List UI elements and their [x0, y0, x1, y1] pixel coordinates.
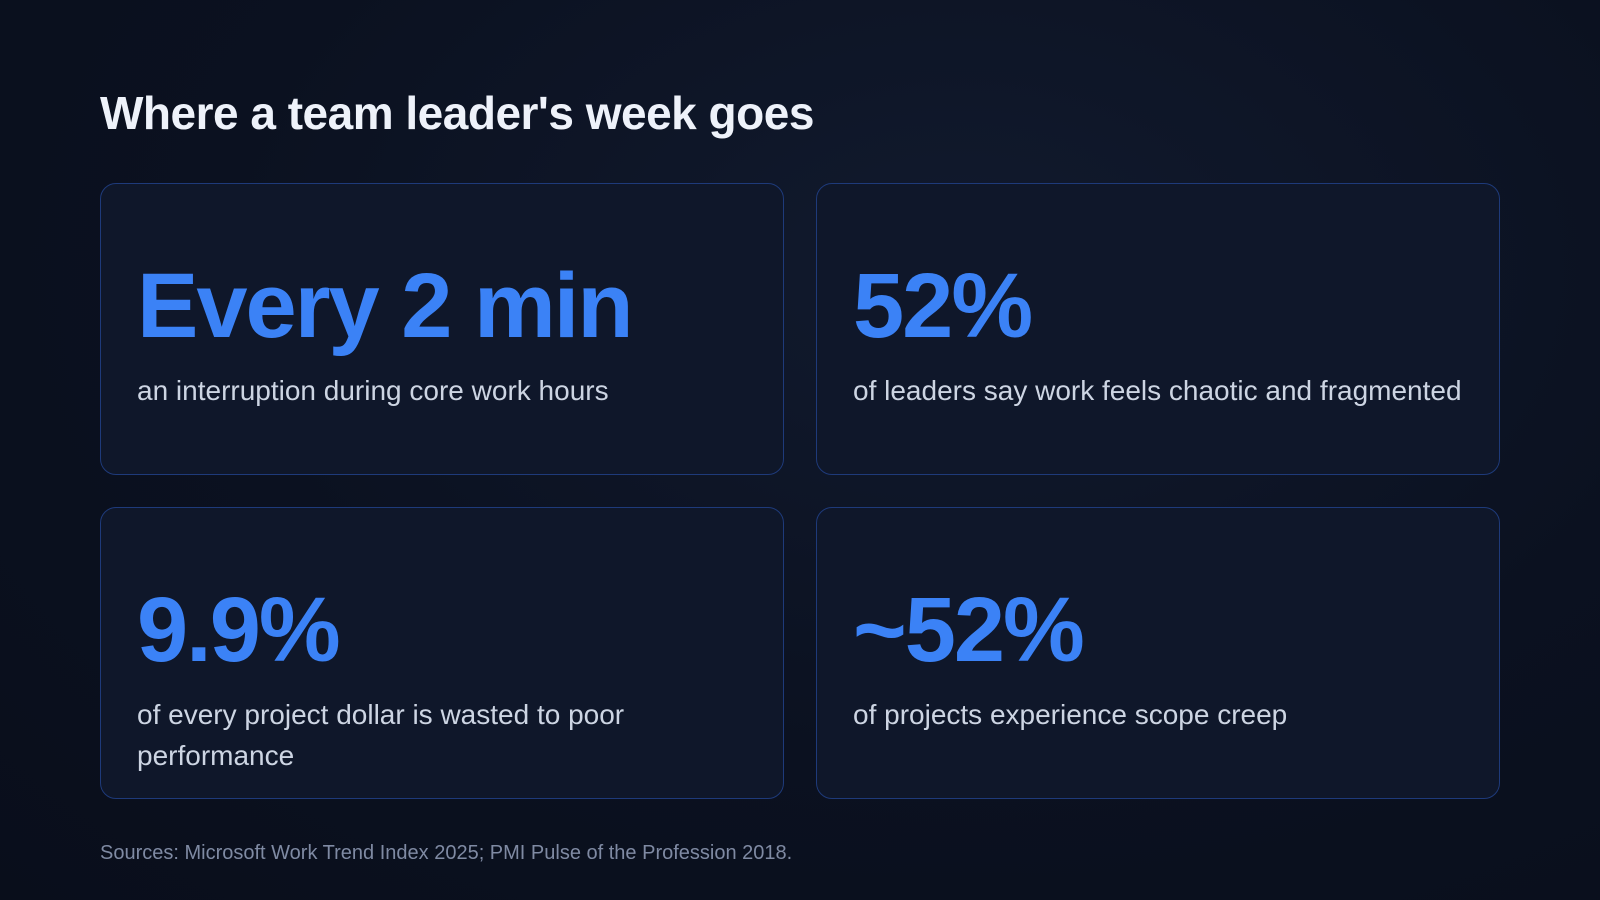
- stats-grid: Every 2 min an interruption during core …: [100, 183, 1500, 799]
- stat-description: of projects experience scope creep: [853, 699, 1288, 730]
- stat-value: 9.9%: [137, 579, 341, 681]
- stat-description: of every project dollar is wasted to poo…: [137, 699, 625, 771]
- sources-footnote: Sources: Microsoft Work Trend Index 2025…: [100, 842, 793, 864]
- stat-card-scope-creep: ~52% of projects experience scope creep: [816, 507, 1500, 799]
- stat-value: ~52%: [853, 579, 1085, 681]
- stat-card-chaotic-work: 52% of leaders say work feels chaotic an…: [816, 183, 1500, 475]
- stat-value: 52%: [853, 255, 1033, 357]
- stat-card-interruptions: Every 2 min an interruption during core …: [100, 183, 784, 475]
- slide-title: Where a team leader's week goes: [100, 87, 814, 139]
- stat-value: Every 2 min: [137, 255, 634, 357]
- stat-description: of leaders say work feels chaotic and fr…: [853, 375, 1462, 406]
- stat-card-wasted-dollars: 9.9% of every project dollar is wasted t…: [100, 507, 784, 799]
- stat-description: an interruption during core work hours: [137, 375, 609, 406]
